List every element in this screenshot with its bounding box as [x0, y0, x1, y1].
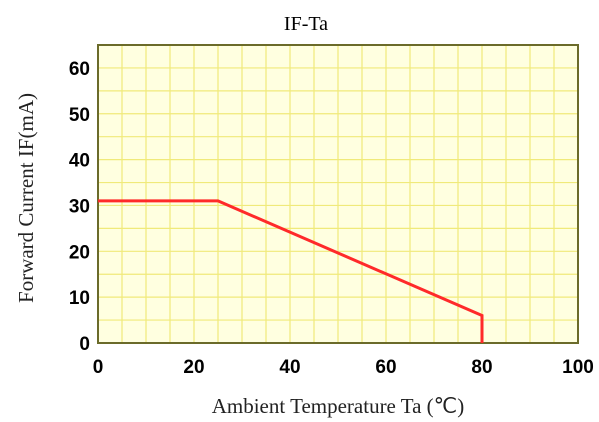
y-axis-label: Forward Current IF(mA)	[14, 93, 38, 303]
x-tick-label: 20	[183, 357, 204, 378]
y-tick-label: 60	[69, 59, 90, 80]
chart-title: IF-Ta	[284, 13, 328, 35]
y-tick-label: 40	[69, 151, 90, 172]
y-tick-label: 30	[69, 196, 90, 217]
x-axis-label: Ambient Temperature Ta (℃)	[212, 394, 465, 418]
y-tick-label: 10	[69, 288, 90, 309]
x-tick-label: 100	[562, 357, 594, 378]
plot-frame	[97, 44, 579, 344]
x-tick-label: 80	[471, 357, 492, 378]
x-tick-label: 60	[375, 357, 396, 378]
series-line-0	[98, 199, 484, 343]
y-tick-label: 50	[69, 105, 90, 126]
x-tick-label: 0	[93, 357, 104, 378]
y-tick-label: 0	[79, 334, 90, 355]
series-layer	[98, 199, 484, 343]
grid	[98, 45, 578, 343]
x-tick-labels: 0 20 40 60 80 100	[93, 357, 594, 378]
x-tick-label: 40	[279, 357, 300, 378]
y-tick-label: 20	[69, 242, 90, 263]
y-tick-labels: 0 10 20 30 40 50 60	[69, 59, 90, 355]
